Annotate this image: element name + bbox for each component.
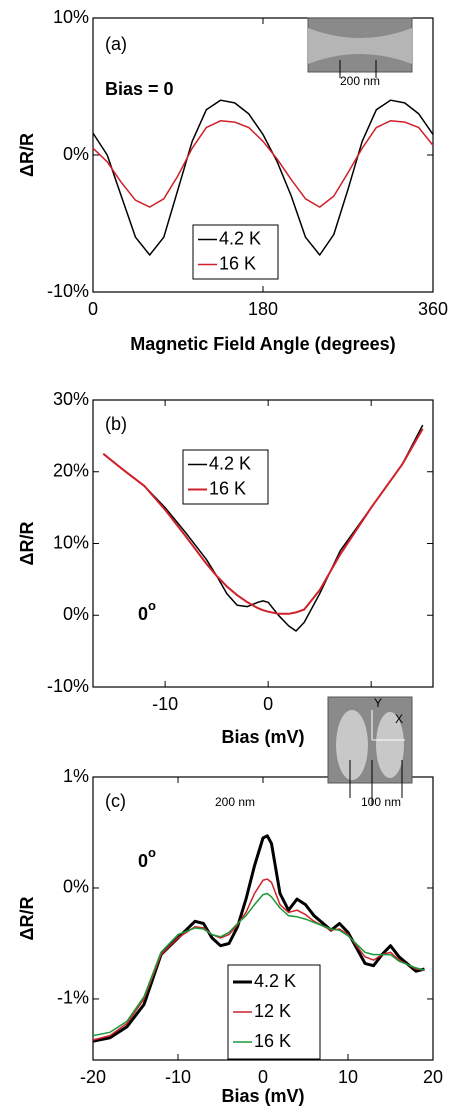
inset-label: 100 nm: [361, 795, 401, 809]
y-tick-label: 1%: [63, 766, 89, 786]
legend-box: [192, 224, 279, 280]
y-tick-label: -10%: [47, 676, 89, 696]
y-tick-label: 20%: [53, 461, 89, 481]
legend-label: 16 K: [209, 478, 246, 498]
annotation-text: 0: [138, 851, 148, 871]
data-line: [92, 834, 425, 1043]
y-tick-label: 10%: [53, 7, 89, 27]
annotation-sup: o: [148, 598, 156, 613]
x-axis-label: Bias (mV): [221, 1086, 304, 1106]
panel-label: (c): [105, 791, 126, 811]
inset-label: 200 nm: [340, 74, 380, 88]
y-tick-label: 10%: [53, 532, 89, 552]
annotation-text: Bias = 0: [105, 79, 174, 99]
legend-label: 12 K: [254, 1001, 291, 1021]
y-axis-label: ΔR/R: [17, 133, 37, 177]
x-tick-label: 10: [338, 1067, 358, 1087]
annotation: Bias = 0: [105, 79, 174, 99]
inset-shape: [376, 712, 404, 778]
x-tick-label: -20: [80, 1067, 106, 1087]
x-tick-label: -10: [165, 1067, 191, 1087]
annotation-text: 0: [138, 604, 148, 624]
x-tick-label: 0: [263, 694, 273, 714]
legend-label: 4.2 K: [219, 228, 261, 248]
y-tick-label: 0%: [63, 144, 89, 164]
x-axis-label: Bias (mV): [221, 727, 304, 747]
inset-shape: [308, 28, 412, 64]
annotation-sup: o: [148, 845, 156, 860]
x-tick-label: 0: [88, 299, 98, 319]
annotation: 0o: [138, 598, 156, 623]
y-tick-label: -1%: [57, 988, 89, 1008]
y-tick-label: 0%: [63, 604, 89, 624]
panel-label: (a): [105, 34, 127, 54]
data-line: [92, 99, 434, 256]
data-line: [92, 892, 425, 1037]
legend-label: 16 K: [254, 1031, 291, 1051]
x-tick-label: 360: [418, 299, 448, 319]
y-axis-label: ΔR/R: [17, 522, 37, 566]
legend-label: 16 K: [219, 253, 256, 273]
x-tick-label: 0: [258, 1067, 268, 1087]
legend-label: 4.2 K: [209, 453, 251, 473]
inset-label: X: [395, 712, 403, 726]
y-tick-label: -10%: [47, 281, 89, 301]
x-tick-label: 180: [248, 299, 278, 319]
inset-label: Y: [374, 696, 382, 710]
x-tick-label: -10: [152, 694, 178, 714]
data-line: [92, 878, 425, 1041]
legend-box: [182, 449, 269, 505]
inset-label: 200 nm: [215, 795, 255, 809]
y-axis-label: ΔR/R: [17, 897, 37, 941]
legend-label: 4.2 K: [254, 971, 296, 991]
data-line: [92, 120, 434, 208]
y-tick-label: 0%: [63, 877, 89, 897]
data-line: [102, 428, 424, 615]
x-tick-label: 20: [423, 1067, 443, 1087]
y-tick-label: 30%: [53, 389, 89, 409]
plot-frame: [92, 399, 434, 688]
x-axis-label: Magnetic Field Angle (degrees): [130, 334, 395, 354]
inset-shape: [336, 710, 368, 780]
panel-label: (b): [105, 414, 127, 434]
annotation: 0o: [138, 845, 156, 870]
